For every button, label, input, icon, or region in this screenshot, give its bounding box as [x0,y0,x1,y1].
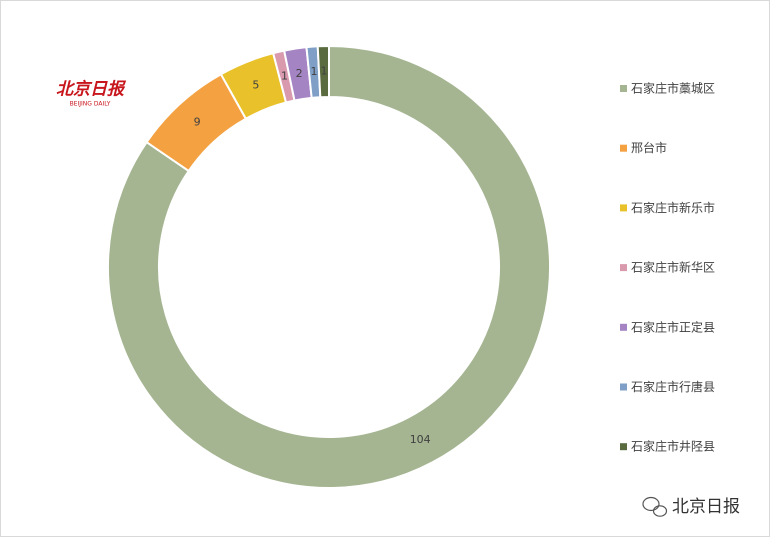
legend-label: 石家庄市新华区 [631,260,715,275]
legend-label: 石家庄市新乐市 [631,200,715,215]
wechat-icon [642,496,668,517]
watermark: 北京日报 [672,497,740,517]
legend-swatch [620,144,627,152]
legend-swatch [620,443,627,451]
legend-swatch [620,323,627,331]
logo-subtitle: BEIJING DAILY [70,101,111,108]
legend-label: 石家庄市井陉县 [631,439,715,454]
legend-swatch [620,85,627,92]
logo-title: 北京日报 [56,80,127,100]
donut-slice [107,44,551,489]
legend-label: 邢台市 [631,140,667,155]
legend-label: 石家庄市藁城区 [631,81,715,96]
legend-swatch [620,383,627,391]
data-label: 5 [252,79,259,92]
data-label: 104 [410,433,431,446]
data-label: 2 [296,67,303,80]
data-label: 1 [281,70,288,83]
legend-label: 石家庄市行唐县 [631,379,715,394]
legend-label: 石家庄市正定县 [631,319,715,334]
data-label: 1 [321,65,328,78]
data-label: 1 [311,65,318,78]
legend-swatch [620,264,627,272]
donut-slice [316,44,330,99]
legend-swatch [620,204,627,212]
data-label: 9 [194,116,201,129]
